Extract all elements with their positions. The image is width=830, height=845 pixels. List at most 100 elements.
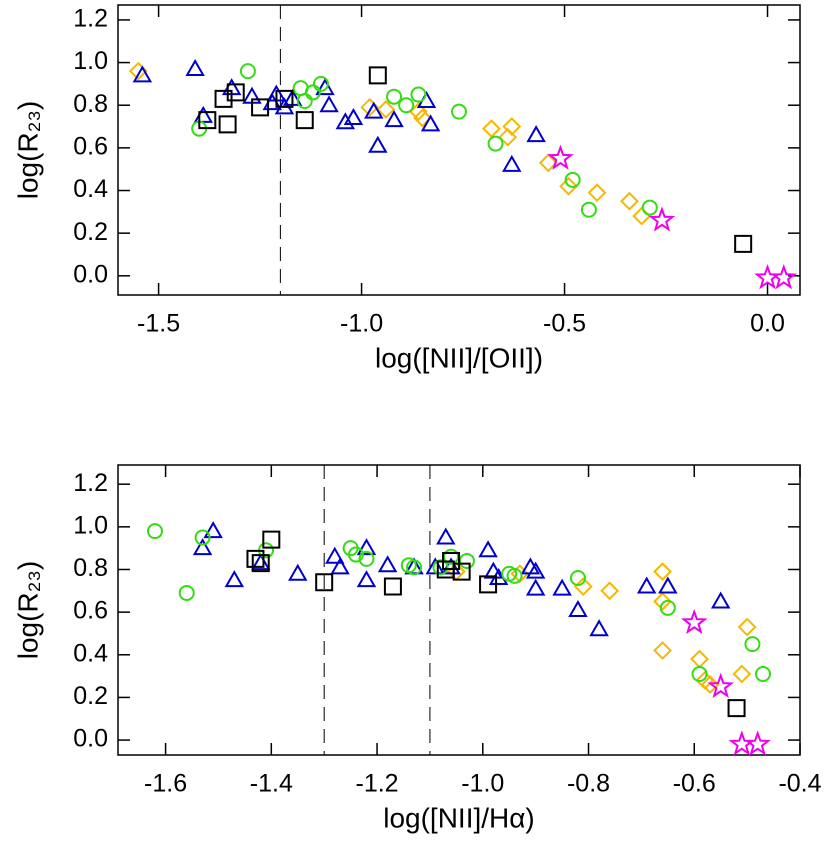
point: [710, 591, 731, 609]
x-tick-label: -0.4: [778, 770, 821, 798]
point: [587, 183, 607, 203]
point: [636, 576, 657, 594]
point: [732, 664, 752, 684]
point: [398, 97, 415, 114]
point: [377, 555, 398, 573]
point: [198, 111, 217, 130]
point: [442, 551, 461, 570]
point: [653, 592, 672, 611]
point: [410, 86, 427, 103]
point: [564, 171, 581, 188]
point: [479, 575, 498, 594]
point: [525, 578, 546, 596]
point: [325, 546, 345, 564]
x-tick-label: -1.5: [137, 310, 180, 338]
point: [482, 119, 501, 139]
point: [364, 101, 384, 119]
x-tick-label: -1.4: [250, 770, 293, 798]
point: [132, 65, 153, 83]
point: [262, 530, 281, 549]
point: [251, 554, 270, 573]
point: [589, 619, 609, 637]
point: [770, 263, 798, 290]
point: [356, 538, 377, 556]
point: [224, 570, 245, 588]
point: [653, 641, 672, 660]
point: [641, 199, 658, 216]
point: [737, 617, 757, 637]
point: [386, 88, 403, 105]
point: [478, 540, 498, 558]
point: [275, 89, 294, 108]
panel: -1.6 -1.4 -1.2 -1.0 -0.8 -0.6 -0.4 0.0 0.2 0.4 0.6…: [12, 464, 822, 833]
point: [239, 63, 256, 80]
point: [659, 599, 676, 616]
point: [288, 563, 308, 581]
point: [218, 115, 237, 134]
point: [251, 98, 270, 117]
x-axis-label: log([NII]/Hα): [383, 802, 535, 833]
point: [192, 538, 213, 556]
point: [315, 573, 334, 592]
x-tick-label: -0.6: [673, 770, 716, 798]
point: [744, 730, 771, 756]
point: [538, 153, 558, 173]
point: [452, 562, 471, 581]
y-tick-label: 0.4: [73, 639, 108, 667]
point: [295, 111, 314, 130]
point: [194, 529, 211, 546]
point: [653, 562, 672, 582]
point: [690, 649, 709, 669]
y-tick-label: 0.2: [73, 682, 108, 710]
x-tick-label: -1.6: [144, 770, 187, 798]
x-tick-label: -0.5: [543, 310, 586, 338]
point: [573, 577, 593, 596]
point: [413, 108, 432, 128]
x-axis-label: log([NII]/[OII]): [375, 342, 543, 373]
y-tick-label: 0.8: [73, 554, 108, 582]
y-tick-label: 1.0: [73, 47, 108, 75]
y-tick-label: 0.0: [73, 725, 108, 753]
point: [203, 521, 223, 539]
point: [358, 550, 375, 567]
point: [226, 83, 245, 102]
point: [368, 66, 387, 85]
x-tick-label: -1.0: [340, 310, 383, 338]
y-tick-label: 1.2: [73, 469, 108, 497]
y-axis-label: log(R₂₃): [12, 561, 43, 660]
y-tick-label: 0.8: [73, 90, 108, 118]
point: [319, 95, 339, 113]
y-tick-label: 0.2: [73, 218, 108, 246]
x-tick-label: -0.8: [567, 770, 610, 798]
plot-frame: [117, 4, 801, 296]
point: [620, 191, 639, 211]
point: [569, 570, 586, 587]
y-tick-label: 1.0: [73, 511, 108, 539]
point: [552, 578, 572, 596]
x-tick-label: -1.0: [461, 770, 504, 798]
y-tick-label: 0.6: [73, 597, 108, 625]
point: [185, 58, 205, 76]
x-tick-label: 0.0: [750, 310, 785, 338]
point: [727, 699, 746, 718]
y-tick-label: 0.4: [73, 175, 108, 203]
point: [754, 665, 771, 682]
y-tick-label: 1.2: [73, 5, 108, 33]
point: [700, 675, 720, 695]
point: [420, 114, 441, 132]
point: [315, 78, 335, 96]
point: [658, 576, 678, 594]
point: [525, 561, 546, 579]
point: [330, 557, 350, 575]
point: [502, 117, 522, 136]
y-tick-label: 0.0: [73, 260, 108, 288]
point: [406, 559, 423, 576]
point: [178, 584, 195, 601]
point: [296, 92, 313, 109]
point: [368, 135, 388, 153]
point: [458, 552, 475, 569]
point: [580, 201, 597, 218]
point: [502, 154, 522, 172]
point: [347, 546, 364, 563]
